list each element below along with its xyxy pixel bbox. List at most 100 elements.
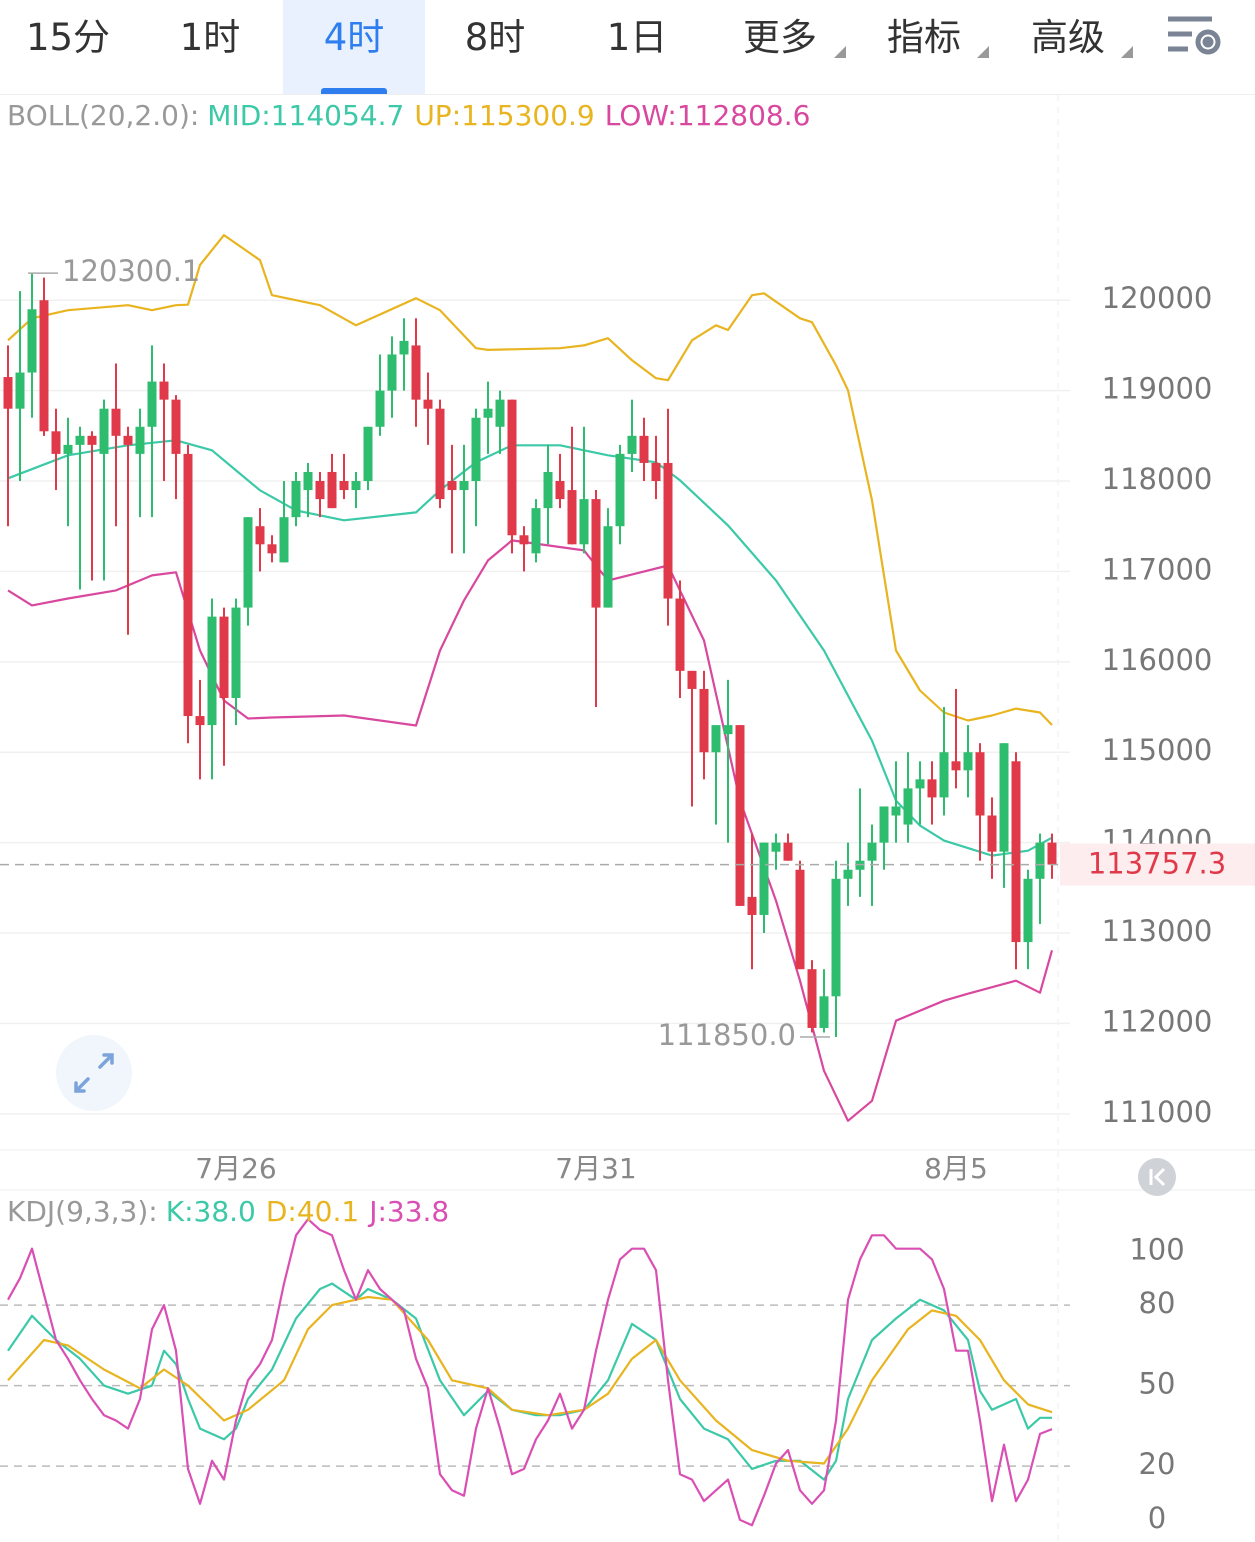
legend-entry: J:33.8 [367, 1195, 449, 1228]
candle-body [375, 390, 385, 427]
candle-body [1035, 842, 1045, 879]
scroll-start-button[interactable] [1138, 1158, 1176, 1196]
y-tick-label: 20 [1139, 1447, 1176, 1481]
tab-bar: 15分 1时 4时 8时 1日 更多 指标 高级 [0, 0, 1255, 95]
tab[interactable]: 更多 [743, 16, 817, 59]
indicator-name: BOLL(20,2.0): [7, 99, 199, 132]
indicator-name: KDJ(9,3,3): [7, 1195, 158, 1228]
candle-body [927, 779, 937, 798]
candle-body [75, 435, 85, 445]
tab[interactable]: 4时 [283, 0, 425, 94]
candle-body [723, 725, 733, 735]
candle-body [651, 462, 661, 482]
candle-body [579, 499, 589, 545]
candle-body [279, 517, 289, 563]
candle-body [447, 481, 457, 491]
candle-body [951, 761, 961, 771]
line [7, 1218, 1053, 1527]
annotation-label: 111850.0 [658, 1018, 796, 1052]
candle-body [39, 300, 49, 432]
tab[interactable]: 1日 [606, 16, 668, 59]
fullscreen-button[interactable] [56, 1035, 132, 1111]
annotation-label: 120300.1 [62, 254, 200, 288]
y-tick-label: 115000 [1102, 733, 1213, 767]
candle-body [867, 842, 877, 861]
candle-body [111, 408, 121, 436]
y-tick-label: 0 [1148, 1501, 1166, 1535]
candle-body [675, 598, 685, 671]
candle-body [207, 616, 217, 726]
candle-body [411, 345, 421, 400]
candle-body [195, 716, 205, 726]
indicator-legend: KDJ(9,3,3): K:38.0 D:40.1 J:33.8 [7, 1195, 449, 1228]
legend-entry: K:38.0 [166, 1195, 256, 1228]
candle-body [735, 725, 745, 906]
candle-body [519, 535, 529, 545]
candle-body [495, 399, 505, 427]
candle-body [687, 670, 697, 689]
tab[interactable]: 高级 [1031, 16, 1105, 59]
candle-body [507, 399, 517, 536]
line [7, 234, 1053, 726]
settings-icon[interactable] [1168, 16, 1221, 55]
candle-body [987, 815, 997, 852]
legend-entry: LOW:112808.6 [605, 99, 811, 132]
grid [0, 299, 1070, 1467]
candle-body [939, 752, 949, 798]
candle-body [471, 417, 481, 482]
candle-body [759, 842, 769, 915]
y-tick-label: 113000 [1102, 914, 1213, 948]
candle-body [159, 381, 169, 400]
y-tick-label: 118000 [1102, 462, 1213, 496]
dropdown-caret [977, 46, 989, 58]
candle-body [783, 842, 793, 861]
candle-body [615, 453, 625, 527]
candle-body [543, 471, 553, 509]
candle-body [123, 435, 133, 445]
candle-body [711, 725, 721, 753]
indicator-legend: BOLL(20,2.0): MID:114054.7 UP:115300.9 LOW:… [7, 99, 810, 132]
candle-body [699, 688, 709, 753]
x-tick-label: 7月26 [195, 1152, 276, 1185]
candle-body [15, 372, 25, 409]
candle-body [231, 607, 241, 698]
candle-body [1023, 878, 1033, 943]
candle-body [771, 842, 781, 852]
line [7, 1295, 1053, 1465]
candle-body [747, 896, 757, 915]
y-tick-label: 116000 [1102, 643, 1213, 677]
candle-body [891, 806, 901, 816]
candle-body [339, 481, 349, 491]
candle-body [807, 969, 817, 1028]
candle-body [219, 616, 229, 698]
last-price-box [1060, 843, 1255, 886]
marks [0, 234, 1058, 1527]
y-tick-label: 117000 [1102, 552, 1213, 586]
candle-body [99, 408, 109, 454]
candle-body [975, 752, 985, 816]
line [7, 1282, 1052, 1481]
candle-body [483, 408, 493, 418]
candle-body [423, 399, 433, 409]
candle-body [531, 508, 541, 554]
candle-body [963, 752, 973, 771]
y-tick-label: 111000 [1102, 1095, 1213, 1129]
tab[interactable]: 1时 [179, 16, 241, 59]
candle-body [795, 869, 805, 970]
candle-body [363, 426, 373, 482]
candle-body [639, 435, 649, 463]
dropdown-caret [834, 46, 846, 58]
tab[interactable]: 8时 [464, 16, 526, 59]
tab[interactable]: 指标 [887, 16, 961, 59]
candle-body [303, 471, 313, 491]
candle-body [603, 526, 613, 608]
candle-body [591, 499, 601, 608]
candle-body [183, 453, 193, 717]
candle-body [387, 354, 397, 391]
candle-body [915, 779, 925, 789]
tab[interactable]: 15分 [25, 16, 111, 59]
y-tick-label: 80 [1139, 1286, 1176, 1320]
candle-body [999, 743, 1009, 852]
line [7, 539, 1054, 1122]
